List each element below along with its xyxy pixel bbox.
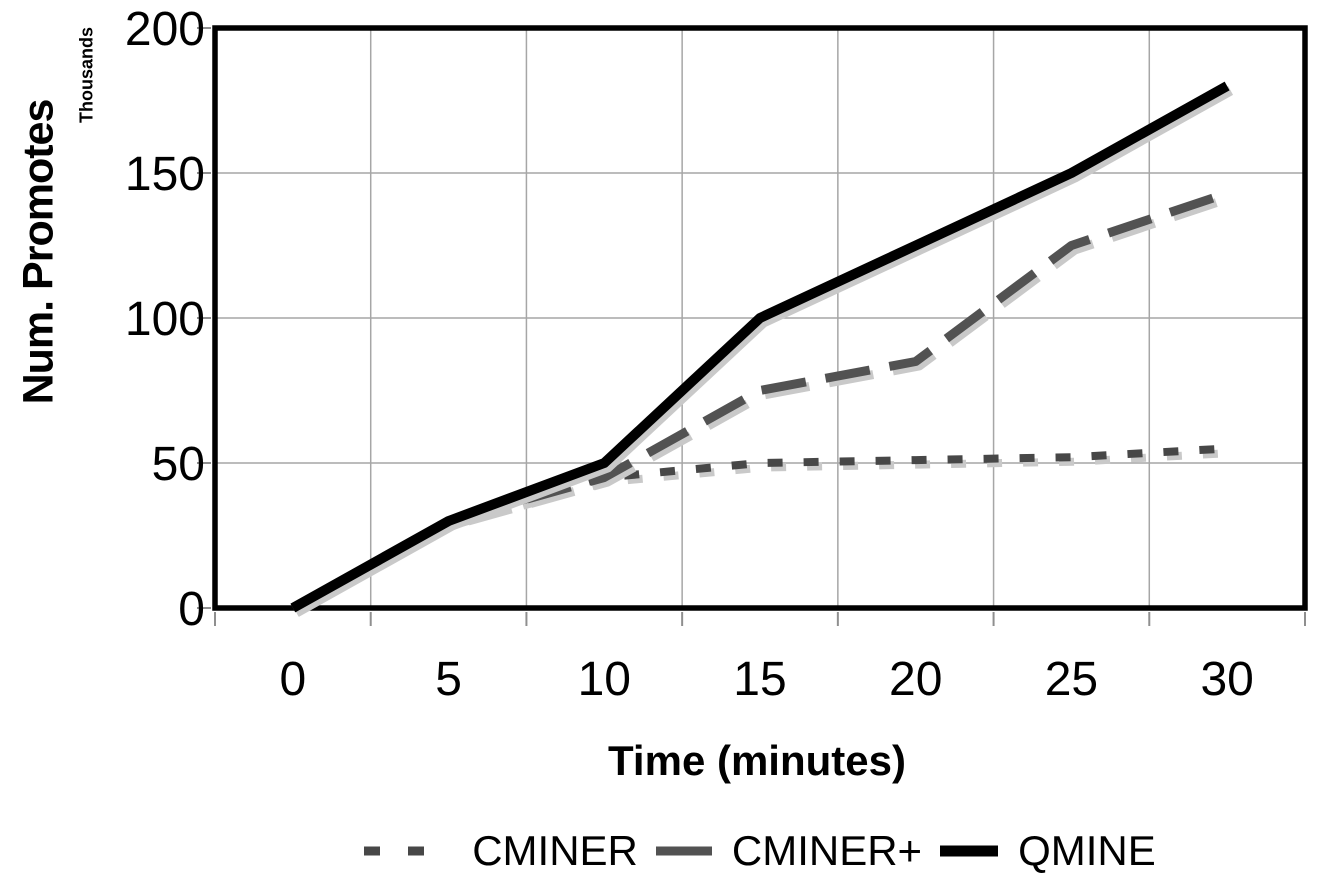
x-tick-label: 30 — [1200, 653, 1253, 706]
legend-item-cminer: CMINER+ — [655, 827, 923, 875]
legend-label: CMINER — [472, 827, 638, 874]
y-tick-label: 50 — [152, 438, 205, 491]
legend-label: QMINE — [1018, 827, 1156, 874]
y-tick-label: 0 — [178, 583, 205, 636]
legend-item-qmine: QMINE — [940, 827, 1156, 875]
QMINE-series-shadow — [293, 86, 1234, 617]
y-tick-label: 200 — [125, 3, 205, 56]
QMINE-series-line — [290, 81, 1230, 613]
axis-border — [212, 25, 1308, 611]
dashed-line-marker-icon — [655, 846, 712, 856]
legend: CMINER CMINER+ QMINE — [215, 824, 1305, 878]
x-tick-label: 25 — [1045, 653, 1098, 706]
x-axis-title: Time (minutes) — [608, 737, 906, 784]
y-tick-label: 100 — [125, 293, 205, 346]
CMINER+-series-line — [290, 189, 1229, 612]
legend-label: CMINER+ — [731, 827, 923, 874]
legend-item-cminer: CMINER — [364, 827, 638, 875]
x-tick-label: 5 — [435, 653, 462, 706]
dotted-line-marker-icon — [364, 846, 453, 856]
x-tick-label: 20 — [889, 653, 942, 706]
y-tick-label: 150 — [125, 148, 205, 201]
x-tick-label: 10 — [578, 653, 631, 706]
solid-line-marker-icon — [940, 845, 999, 857]
x-tick-label: 15 — [733, 653, 786, 706]
x-tick-label: 0 — [280, 653, 307, 706]
CMINER+-series-shadow — [294, 193, 1233, 617]
